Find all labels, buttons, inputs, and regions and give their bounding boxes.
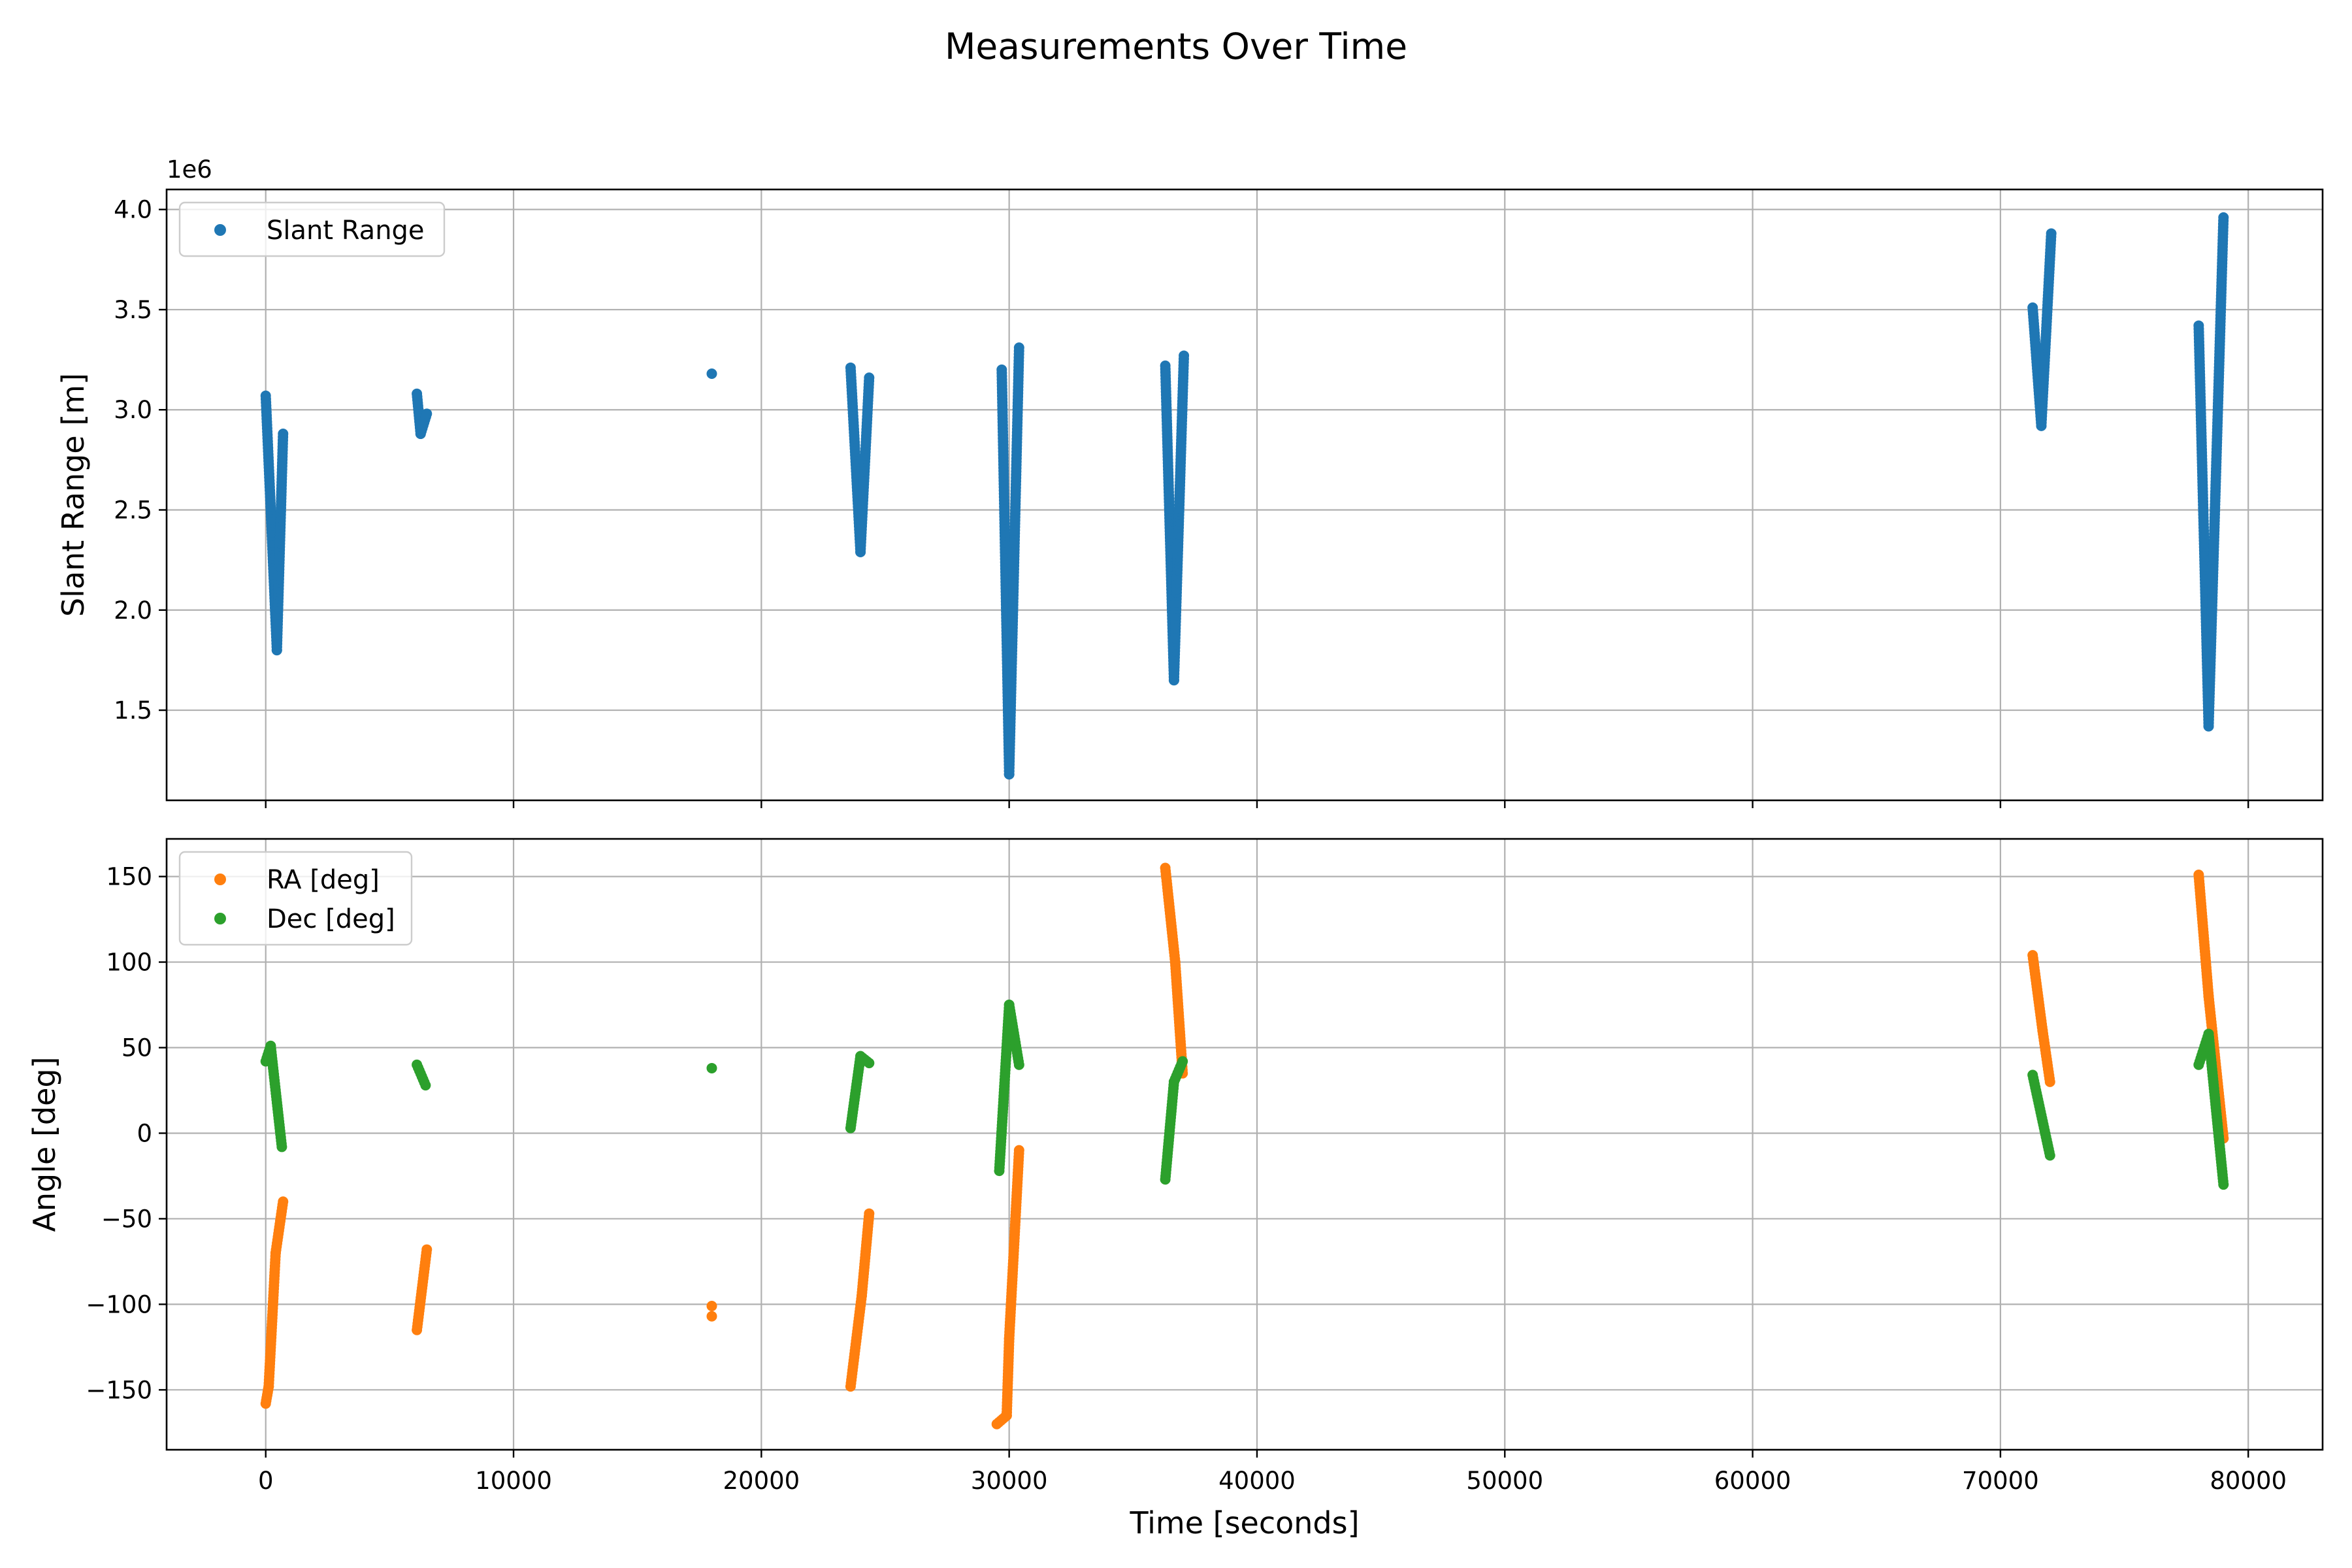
y-tick-label: 2.0 [114,596,152,625]
plot-area [260,212,2229,780]
x-tick-label: 10000 [475,1467,552,1495]
data-point [2218,1179,2229,1190]
data-point [2044,1150,2055,1161]
x-tick-label: 70000 [1962,1467,2039,1495]
x-tick-label: 50000 [1466,1467,1543,1495]
y-tick-label: −150 [86,1376,152,1404]
x-tick-label: 60000 [1714,1467,1791,1495]
series-dec-deg [260,1000,2229,1190]
x-tick-label: 40000 [1218,1467,1296,1495]
data-point [278,1196,289,1207]
x-tick-label: 80000 [2210,1467,2287,1495]
data-point [706,368,717,380]
chart-panel-2: 0 10000 20000 30000 40000 50000 60000 70000 8000… [27,838,2324,1541]
data-point [2218,212,2229,223]
data-point [2046,228,2057,239]
figure-title: Measurements Over Time [945,25,1407,67]
data-point [421,1244,433,1255]
legend-marker [214,913,226,924]
charts: 1.5 2.0 2.5 3.0 3.5 4.0 1e6 Slant Range [m] Slan… [27,155,2324,1541]
legend-label: Dec [deg] [267,904,395,934]
data-point [706,1062,717,1073]
legend: Slant Range [178,201,446,257]
data-point [278,429,289,439]
legend-marker [214,874,226,885]
data-point [864,372,875,384]
y-tick-label: 50 [122,1034,152,1062]
y-tick-label: 0 [137,1119,152,1147]
y-axis-label: Slant Range [m] [56,373,91,617]
legend: RA [deg] Dec [deg] [178,851,413,946]
plot-area [260,862,2229,1429]
y-tick-label: 100 [106,949,152,977]
data-point [1179,350,1190,361]
legend-label: Slant Range [267,216,425,246]
data-point [1177,1056,1188,1067]
data-point [1013,1059,1024,1070]
data-point [2044,1076,2055,1087]
data-point [864,1208,875,1219]
data-point [420,1080,431,1091]
y-tick-label: −50 [101,1205,152,1233]
chart-panel-1: 1.5 2.0 2.5 3.0 3.5 4.0 1e6 Slant Range [m] Slan… [56,155,2324,808]
data-point [276,1141,287,1152]
legend-box [178,851,413,946]
axes-frame [165,838,2324,1451]
x-tick-label: 20000 [723,1467,800,1495]
data-point [1013,342,1024,353]
series-slant-range [260,212,2229,780]
y-tick-label: −100 [86,1290,152,1318]
y-tick-label: 2.5 [114,496,152,524]
x-axis-label: Time [seconds] [1129,1505,1359,1541]
data-point [864,1058,875,1069]
y-tick-label: 4.0 [114,196,152,224]
axes-frame [165,188,2324,802]
y-axis-label: Angle [deg] [27,1056,62,1232]
y-tick-label: 150 [106,863,152,891]
data-point [706,1311,717,1322]
y-tick-label: 3.5 [114,296,152,324]
y-tick-label: 3.0 [114,396,152,424]
legend-label: RA [deg] [267,865,380,895]
y-offset-label: 1e6 [167,155,212,184]
x-tick-label: 30000 [971,1467,1048,1495]
data-point [421,408,433,419]
y-tick-label: 1.5 [114,696,152,725]
legend-marker [214,224,226,236]
legend-box [178,201,446,257]
x-tick-label: 0 [258,1467,274,1495]
data-point [706,1301,717,1311]
data-point [1013,1145,1024,1156]
